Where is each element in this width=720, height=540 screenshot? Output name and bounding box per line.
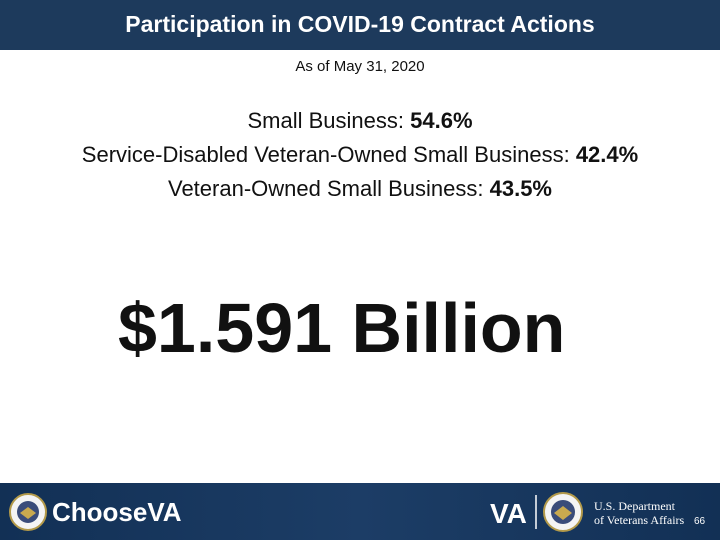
stat-value: 54.6% xyxy=(410,108,473,133)
seal-left xyxy=(9,493,47,531)
subtitle: As of May 31, 2020 xyxy=(295,58,425,75)
department-line2: of Veterans Affairs xyxy=(594,513,685,527)
stats: Small Business: 54.6% Service-Disabled V… xyxy=(0,104,720,206)
department-line1: U.S. Department xyxy=(594,499,676,513)
brand-suffix: VA xyxy=(147,497,181,527)
header-bar: Participation in COVID-19 Contract Actio… xyxy=(0,0,720,50)
headline: $1.591 Billion xyxy=(118,289,566,367)
stat-value: 42.4% xyxy=(575,142,639,167)
brand-prefix: Choose xyxy=(52,497,147,527)
stat-line: Service-Disabled Veteran-Owned Small Bus… xyxy=(0,138,720,172)
stat-line: Veteran-Owned Small Business: 43.5% xyxy=(0,172,720,206)
footer: ChooseVA VA U.S. Department of Veterans … xyxy=(0,483,720,540)
va-mark: VA xyxy=(490,498,527,529)
stat-value: 43.5% xyxy=(489,176,552,201)
stat-label: Veteran-Owned Small Business: xyxy=(167,176,484,201)
stat-label: Small Business: xyxy=(247,108,404,133)
stat-label: Service-Disabled Veteran-Owned Small Bus… xyxy=(81,142,570,167)
footer-bar xyxy=(0,483,720,540)
stat-line: Small Business: 54.6% xyxy=(0,104,720,138)
title: Participation in COVID-19 Contract Actio… xyxy=(125,11,595,37)
page-number: 66 xyxy=(694,516,706,527)
brand-logo: ChooseVA xyxy=(52,497,182,527)
seal-right xyxy=(543,492,583,532)
